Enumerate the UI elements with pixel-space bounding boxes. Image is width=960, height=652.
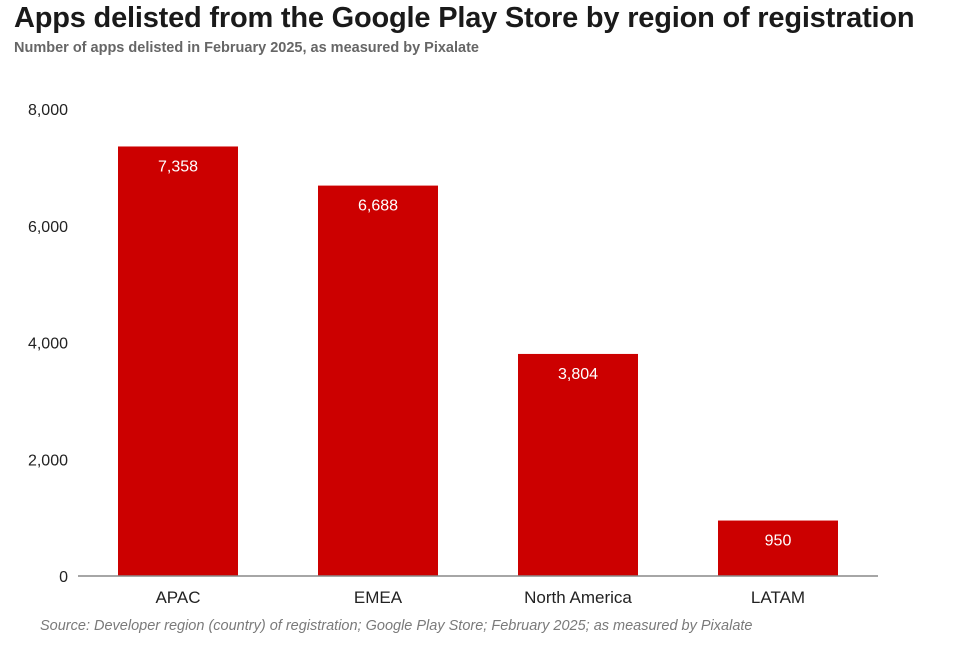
y-tick-label: 2,000 (28, 452, 68, 469)
bar-value-label: 6,688 (358, 198, 398, 215)
y-tick-label: 0 (59, 569, 68, 586)
bar-chart: 0 2,000 4,000 6,000 8,000 7,358 APAC 6,688 EMEA 3… (28, 102, 878, 607)
bar-latam (718, 520, 838, 576)
bar-apac (118, 146, 238, 576)
x-tick-label: APAC (155, 588, 200, 607)
chart-subtitle: Number of apps delisted in February 2025… (14, 40, 479, 56)
x-tick-label: EMEA (354, 588, 403, 607)
x-tick-label: LATAM (751, 588, 805, 607)
x-tick-label: North America (524, 588, 632, 607)
chart-title: Apps delisted from the Google Play Store… (14, 2, 915, 34)
bar-north-america (518, 353, 638, 576)
bar-value-label: 3,804 (558, 366, 598, 383)
source-note: Source: Developer region (country) of re… (40, 618, 753, 634)
y-tick-label: 8,000 (28, 102, 68, 119)
y-tick-label: 4,000 (28, 336, 68, 353)
bar-value-label: 7,358 (158, 158, 198, 175)
bar-emea (318, 185, 438, 576)
bar-value-label: 950 (765, 533, 792, 550)
y-tick-label: 6,000 (28, 219, 68, 236)
